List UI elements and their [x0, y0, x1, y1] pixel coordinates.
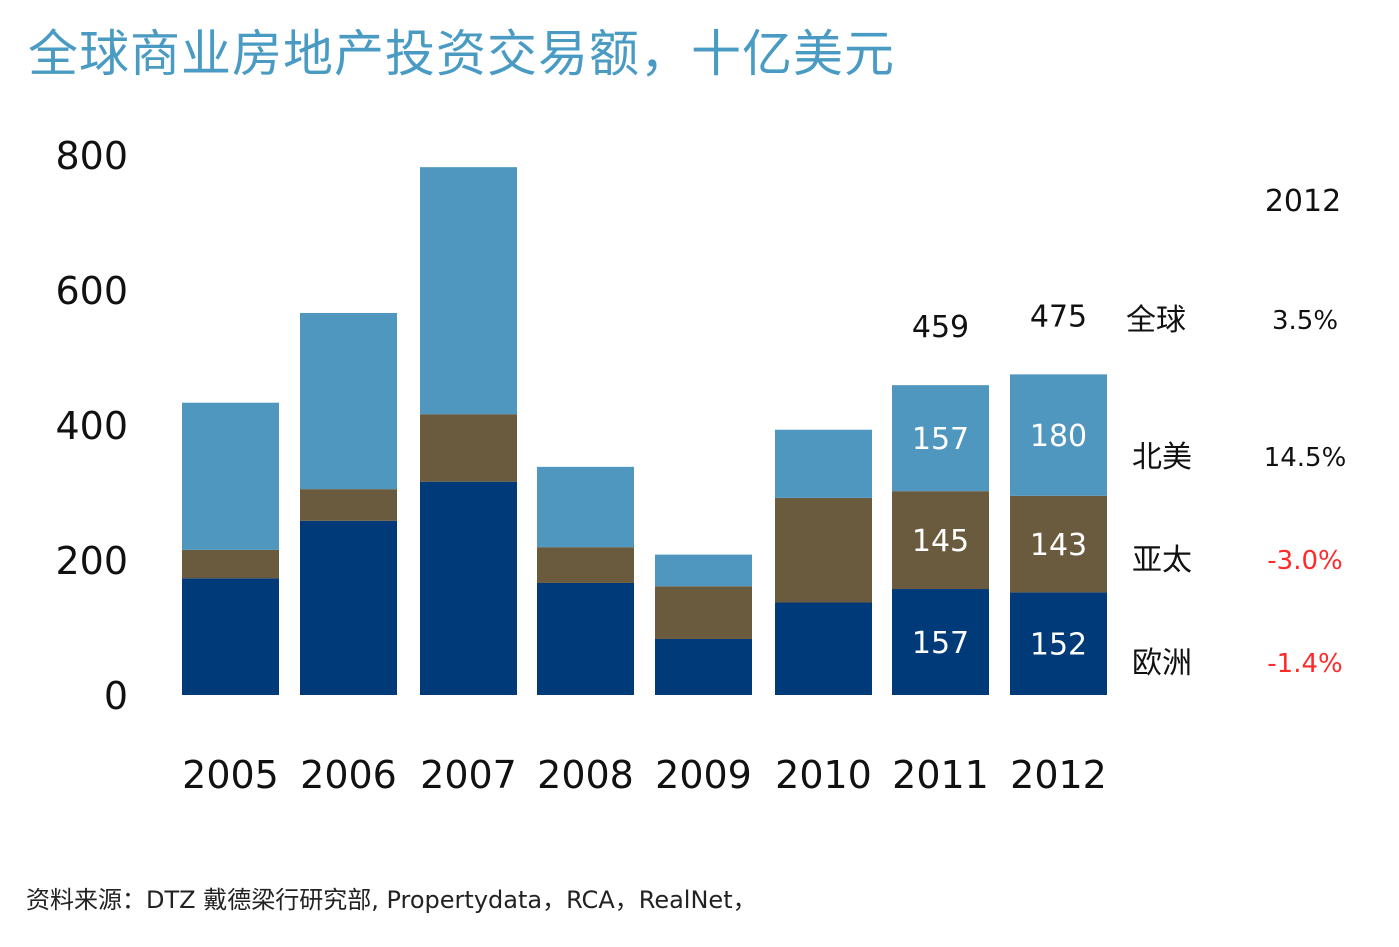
bar-north_america-2006 [300, 312, 397, 490]
y-tick-label: 600 [55, 269, 128, 313]
chart-title: 全球商业房地产投资交易额，十亿美元 [28, 25, 895, 83]
bar-europe-2008 [537, 582, 634, 695]
x-tick-label: 2009 [655, 753, 752, 797]
region-change-value: -3.0% [1267, 546, 1342, 576]
total-label-2011: 459 [912, 310, 969, 345]
region-change-value: 14.5% [1264, 443, 1347, 473]
bar-asia_pacific-2006 [300, 489, 397, 521]
x-tick-label: 2005 [182, 753, 279, 797]
region-change-value: 3.5% [1272, 306, 1338, 336]
y-tick-label: 0 [104, 674, 128, 718]
data-label-europe-2012: 152 [1030, 628, 1087, 663]
x-tick-label: 2007 [420, 753, 517, 797]
bar-europe-2010 [775, 602, 872, 695]
bar-europe-2011 [892, 589, 989, 695]
x-tick-label: 2011 [892, 753, 989, 797]
y-tick-label: 200 [55, 539, 128, 583]
total-label-2012: 475 [1030, 299, 1087, 334]
bar-asia_pacific-2011 [892, 491, 989, 590]
x-tick-label: 2006 [300, 753, 397, 797]
bar-north_america-2005 [182, 402, 279, 550]
data-label-asia_pacific-2011: 145 [912, 524, 969, 559]
x-tick-label: 2010 [775, 753, 872, 797]
change-year-header: 2012 [1265, 184, 1341, 219]
bar-asia_pacific-2007 [420, 414, 517, 482]
data-label-europe-2011: 157 [912, 626, 969, 661]
bar-asia_pacific-2009 [655, 586, 752, 639]
y-tick-label: 400 [55, 404, 128, 448]
x-tick-label: 2008 [537, 753, 634, 797]
data-label-north_america-2012: 180 [1030, 419, 1087, 454]
bar-europe-2012 [1010, 592, 1107, 695]
bar-europe-2006 [300, 520, 397, 695]
bar-asia_pacific-2008 [537, 547, 634, 583]
bar-north_america-2009 [655, 554, 752, 587]
region-change-value: -1.4% [1267, 649, 1342, 679]
bar-north_america-2007 [420, 167, 517, 415]
x-tick-label: 2012 [1010, 753, 1107, 797]
region-label: 欧洲 [1132, 646, 1192, 681]
bar-north_america-2008 [537, 466, 634, 548]
bar-north_america-2012 [1010, 374, 1107, 496]
data-label-asia_pacific-2012: 143 [1030, 528, 1087, 563]
region-label: 全球 [1126, 303, 1186, 338]
bar-asia_pacific-2012 [1010, 495, 1107, 593]
y-tick-label: 800 [55, 134, 128, 178]
bar-europe-2009 [655, 638, 752, 695]
bar-europe-2005 [182, 578, 279, 695]
region-label: 亚太 [1132, 543, 1192, 578]
data-label-north_america-2011: 157 [912, 422, 969, 457]
stacked-bar-chart: 0 200 400 600 800 2005 2006 2007 2008 2009 2010 157… [55, 134, 1347, 797]
bar-asia_pacific-2005 [182, 549, 279, 579]
source-note: 资料来源：DTZ 戴德梁行研究部, Propertydata，RCA，RealN… [26, 886, 757, 914]
bar-north_america-2010 [775, 429, 872, 498]
bar-north_america-2011 [892, 385, 989, 492]
bar-asia_pacific-2010 [775, 497, 872, 603]
bar-europe-2007 [420, 481, 517, 695]
region-label: 北美 [1132, 440, 1192, 475]
